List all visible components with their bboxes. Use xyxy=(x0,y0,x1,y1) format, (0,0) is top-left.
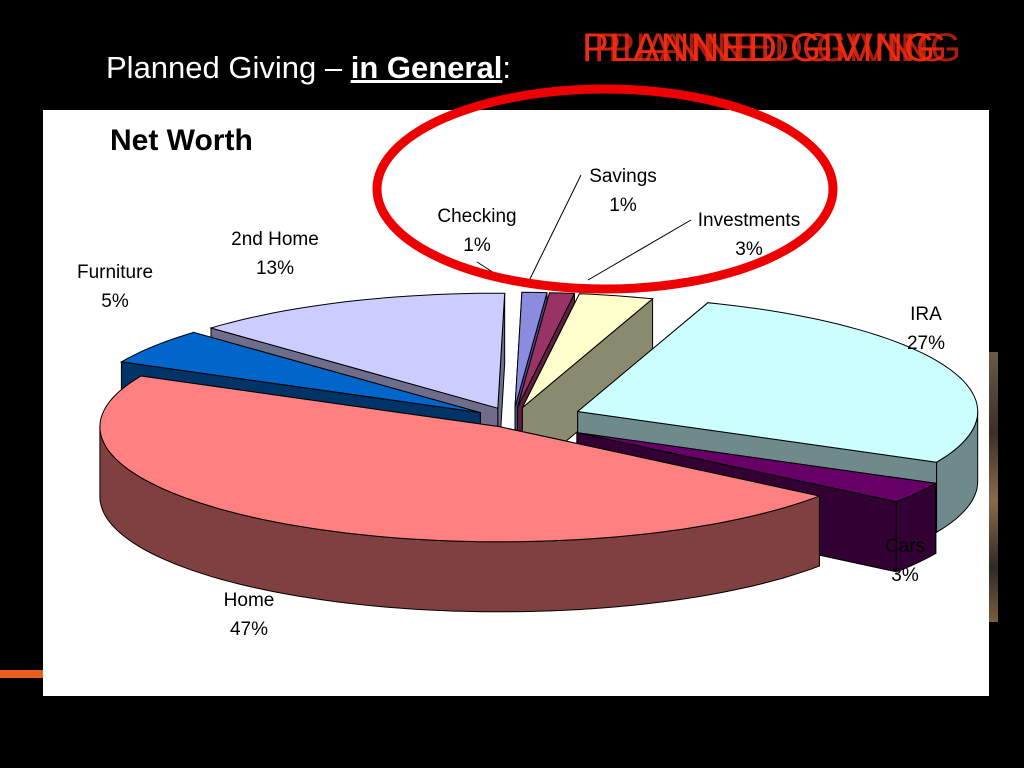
slice-percent: 27% xyxy=(906,333,946,354)
label-savings: Savings 1% xyxy=(589,162,657,220)
slice-top xyxy=(209,292,506,409)
slice-percent: 13% xyxy=(255,258,295,279)
slice-top xyxy=(576,432,938,503)
slice-home xyxy=(99,375,822,613)
slice-top xyxy=(119,331,481,414)
label-investments: Investments 3% xyxy=(698,206,800,264)
slice-top xyxy=(99,375,822,543)
label-ira: IRA 27% xyxy=(907,300,945,358)
header-wordmark: PLANNED GIVING PLANNED GIVING PLANNED GI… xyxy=(582,26,992,74)
slice-name: Home xyxy=(223,590,275,611)
slice-top xyxy=(521,293,654,408)
chart-title: Net Worth xyxy=(110,124,253,157)
chart-panel: Net Worth Checking 1% Savings 1% Investments… xyxy=(43,110,989,696)
leader-line xyxy=(526,174,582,286)
pie-chart xyxy=(99,174,979,613)
slice-percent: 1% xyxy=(609,195,637,216)
label-2nd-home: 2nd Home 13% xyxy=(231,225,319,283)
slice-name: Investments xyxy=(697,210,801,231)
label-cars: Cars 3% xyxy=(885,532,925,590)
slice-name: Furniture xyxy=(76,262,154,283)
slice-percent: 3% xyxy=(891,565,919,586)
slice-name: Cars xyxy=(884,536,926,557)
slice-percent: 5% xyxy=(101,291,129,312)
slice-name: 2nd Home xyxy=(231,229,319,250)
slice-name: IRA xyxy=(910,304,942,325)
label-home: Home 47% xyxy=(224,586,275,644)
slice-name: Savings xyxy=(589,166,657,187)
slice-percent: 1% xyxy=(463,235,491,256)
slide-title-emphasis: in General xyxy=(350,50,503,85)
slice-percent: 3% xyxy=(735,239,763,260)
header-word-shadow-1: PLANNED GIVING xyxy=(594,26,949,70)
header-word: PLANNED GIVING xyxy=(582,26,937,70)
slice-top xyxy=(576,302,979,463)
label-checking: Checking 1% xyxy=(437,202,516,260)
leader-line xyxy=(476,261,514,286)
slice-name: Checking xyxy=(437,206,517,227)
header-word-shadow-2: PLANNED GIVING xyxy=(608,26,963,70)
background-photo-strip xyxy=(988,352,998,622)
slide-title: Planned Giving – in General: xyxy=(106,50,511,86)
leader-line xyxy=(587,219,692,281)
label-furniture: Furniture 5% xyxy=(77,258,153,316)
accent-bar xyxy=(0,670,44,678)
slice-percent: 47% xyxy=(229,619,269,640)
slide-title-prefix: Planned Giving – xyxy=(106,50,351,85)
slide-title-suffix: : xyxy=(502,50,511,85)
